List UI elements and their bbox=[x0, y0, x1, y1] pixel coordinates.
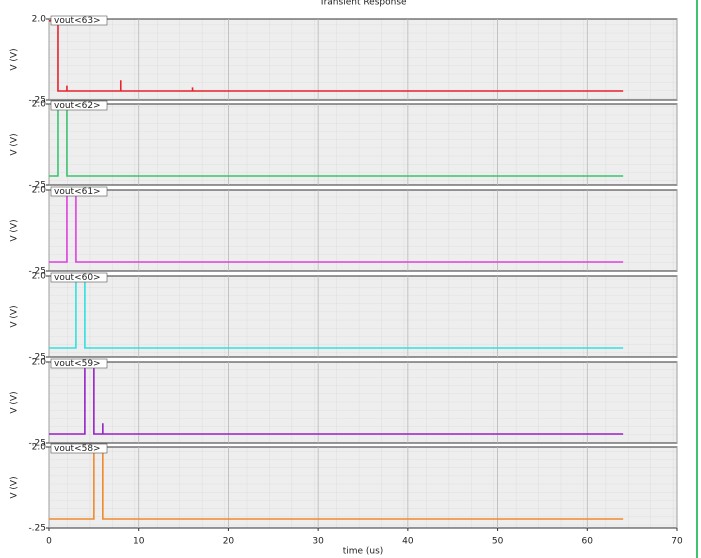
legend: vout<62> bbox=[50, 100, 108, 111]
x-tick-label: 60 bbox=[582, 537, 594, 547]
legend-box bbox=[50, 15, 108, 26]
legend-label: vout<58> bbox=[54, 444, 101, 454]
legend: vout<59> bbox=[50, 358, 108, 369]
x-axis-label: time (us) bbox=[343, 547, 384, 557]
plot-area bbox=[48, 446, 678, 529]
plot-area bbox=[48, 103, 678, 186]
y-tick-label: -.25 bbox=[28, 524, 46, 534]
legend: vout<61> bbox=[50, 186, 108, 197]
y-tick-label: -.25 bbox=[28, 439, 46, 449]
x-tick-label: 40 bbox=[402, 537, 414, 547]
plot-area bbox=[48, 18, 678, 101]
x-tick-label: 20 bbox=[223, 537, 235, 547]
y-tick-label: 2.0 bbox=[32, 15, 47, 25]
legend-label: vout<62> bbox=[54, 101, 101, 111]
plot-area bbox=[48, 361, 678, 444]
y-axis-label: V (V) bbox=[10, 476, 20, 498]
y-tick-label: -.25 bbox=[28, 96, 46, 106]
legend: vout<58> bbox=[50, 443, 108, 454]
legend-label: vout<61> bbox=[54, 187, 101, 197]
plot-area bbox=[48, 275, 678, 358]
signal-line bbox=[49, 20, 624, 92]
y-axis-label: V (V) bbox=[10, 219, 20, 241]
legend-label: vout<59> bbox=[54, 359, 101, 369]
y-tick-label: -.25 bbox=[28, 181, 46, 191]
x-tick-label: 70 bbox=[671, 537, 683, 547]
y-tick-label: 2.0 bbox=[32, 100, 47, 110]
y-axis-label: V (V) bbox=[10, 305, 20, 327]
y-axis-label: V (V) bbox=[10, 48, 20, 70]
chart-title: Transient Response bbox=[318, 0, 407, 8]
legend-box bbox=[50, 272, 108, 283]
x-tick-label: 10 bbox=[133, 537, 145, 547]
y-tick-label: 2.0 bbox=[32, 358, 47, 368]
signal-line bbox=[49, 363, 624, 435]
y-tick-label: 2.0 bbox=[32, 272, 47, 282]
y-axis-label: V (V) bbox=[10, 391, 20, 413]
legend-box bbox=[50, 100, 108, 111]
y-tick-label: -.25 bbox=[28, 267, 46, 277]
legend-box bbox=[50, 358, 108, 369]
plot-area bbox=[48, 189, 678, 272]
legend: vout<63> bbox=[50, 15, 108, 26]
legend-label: vout<63> bbox=[54, 16, 101, 26]
legend: vout<60> bbox=[50, 272, 108, 283]
x-tick-label: 30 bbox=[312, 537, 324, 547]
y-tick-label: 2.0 bbox=[32, 186, 47, 196]
legend-box bbox=[50, 443, 108, 454]
legend-label: vout<60> bbox=[54, 273, 101, 283]
x-tick-label: 0 bbox=[46, 537, 52, 547]
y-axis-label: V (V) bbox=[10, 133, 20, 155]
y-tick-label: -.25 bbox=[28, 353, 46, 363]
x-tick-label: 50 bbox=[492, 537, 504, 547]
y-tick-label: 2.0 bbox=[32, 443, 47, 453]
legend-box bbox=[50, 186, 108, 197]
